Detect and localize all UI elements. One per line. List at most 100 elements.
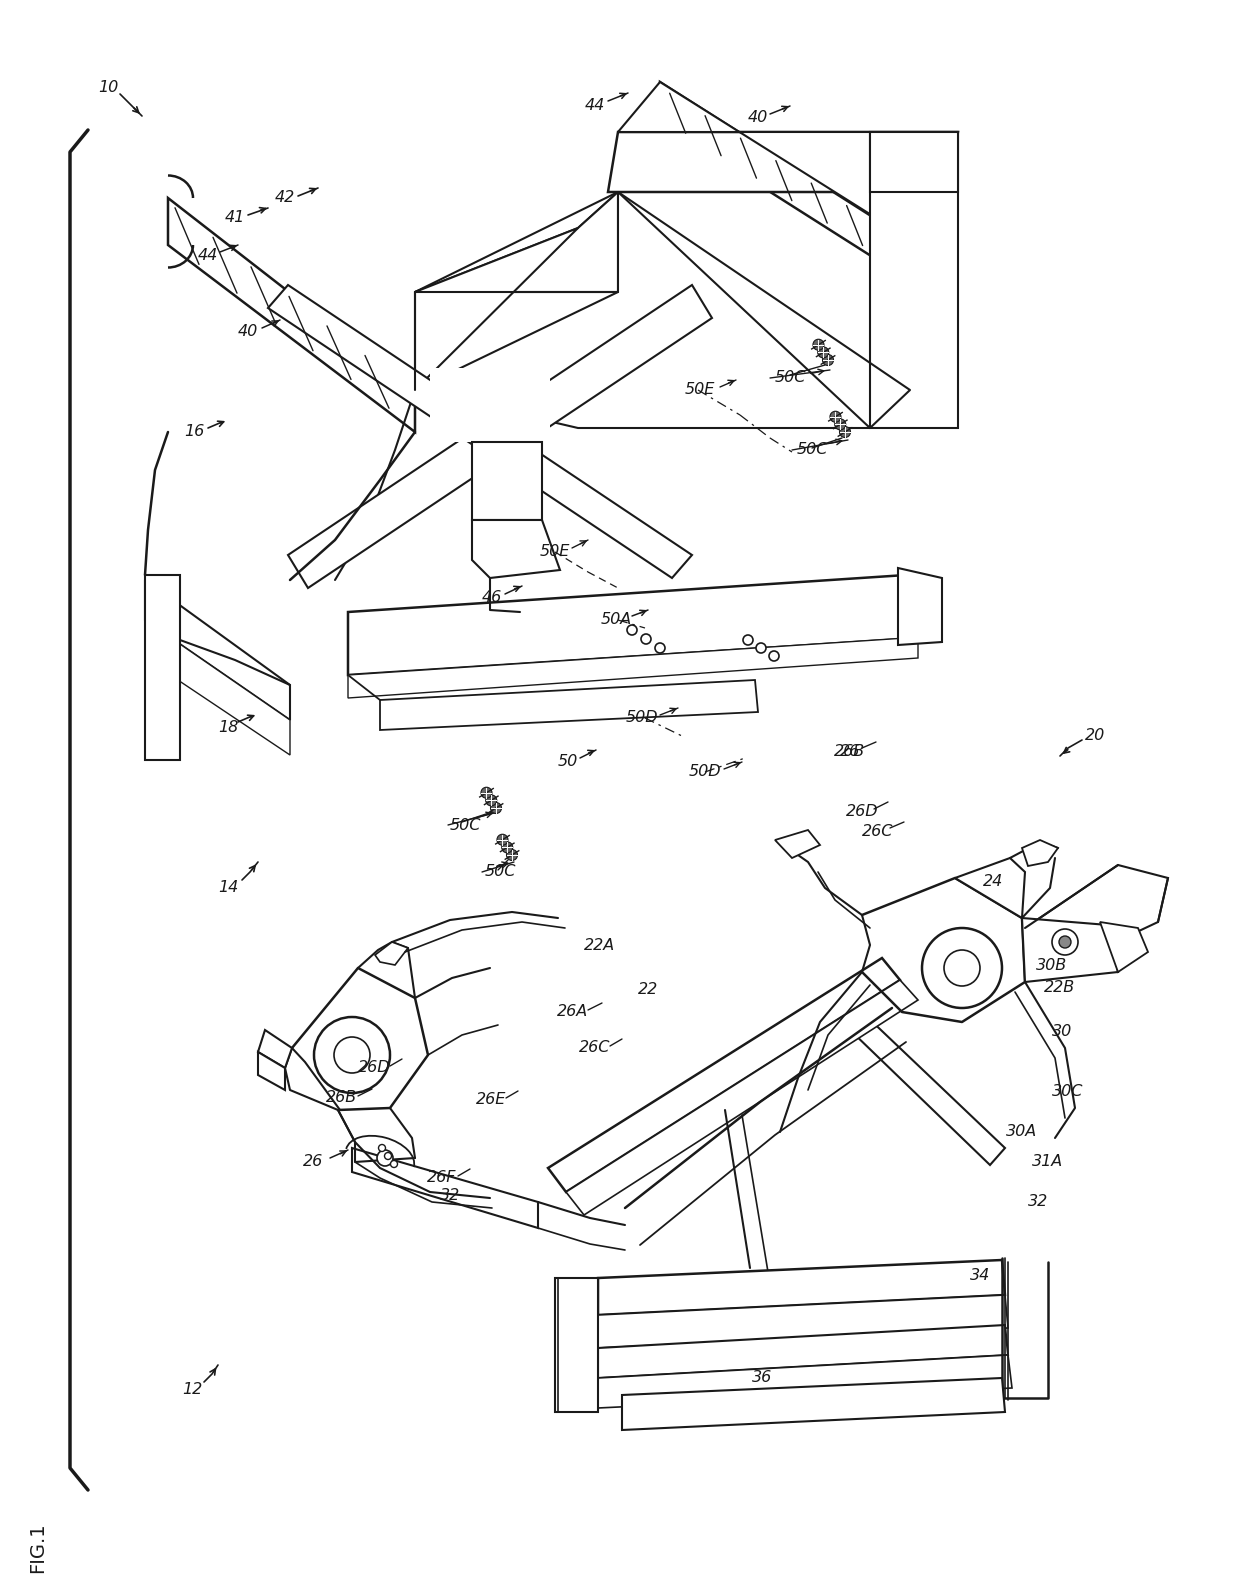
Text: 30A: 30A — [1007, 1124, 1038, 1139]
Text: 30C: 30C — [1053, 1085, 1084, 1099]
Text: 46: 46 — [482, 590, 502, 606]
Circle shape — [923, 928, 1002, 1008]
Circle shape — [655, 643, 665, 652]
Text: 18: 18 — [218, 721, 238, 735]
Circle shape — [756, 643, 766, 652]
Circle shape — [822, 354, 833, 365]
Polygon shape — [1022, 919, 1118, 983]
Polygon shape — [415, 191, 618, 292]
Text: 44: 44 — [585, 97, 605, 113]
Text: 50: 50 — [558, 754, 578, 769]
Text: 26: 26 — [839, 745, 861, 759]
Polygon shape — [608, 132, 959, 191]
Circle shape — [502, 842, 512, 853]
Polygon shape — [556, 1278, 598, 1412]
Polygon shape — [348, 638, 918, 699]
Text: 42: 42 — [275, 190, 295, 206]
Circle shape — [830, 412, 841, 423]
Text: 50E: 50E — [684, 383, 715, 397]
Text: 50C: 50C — [774, 370, 806, 386]
Text: 31A: 31A — [1033, 1155, 1064, 1169]
Circle shape — [497, 834, 508, 845]
Text: 30B: 30B — [1037, 957, 1068, 973]
Circle shape — [944, 951, 980, 986]
Text: 14: 14 — [218, 880, 238, 895]
Circle shape — [377, 1150, 393, 1166]
Text: 40: 40 — [748, 110, 768, 126]
Polygon shape — [955, 858, 1025, 919]
Text: 50C: 50C — [796, 442, 827, 458]
Text: 22: 22 — [637, 983, 658, 997]
Polygon shape — [415, 191, 870, 427]
Circle shape — [627, 625, 637, 635]
Polygon shape — [472, 520, 560, 577]
Circle shape — [384, 1153, 392, 1160]
Text: 44: 44 — [198, 247, 218, 263]
Text: 50D: 50D — [626, 710, 658, 726]
Circle shape — [1059, 936, 1071, 947]
Polygon shape — [618, 81, 959, 228]
Text: 26B: 26B — [326, 1091, 357, 1105]
Text: 26D: 26D — [846, 804, 878, 820]
Circle shape — [1052, 928, 1078, 955]
Polygon shape — [598, 1295, 1008, 1348]
Text: 26C: 26C — [862, 825, 894, 839]
Text: 30: 30 — [1052, 1024, 1073, 1040]
Polygon shape — [167, 198, 415, 432]
Polygon shape — [1022, 841, 1058, 866]
Text: 26F: 26F — [428, 1171, 456, 1185]
Polygon shape — [430, 368, 551, 442]
Polygon shape — [548, 959, 900, 1191]
Text: 36: 36 — [751, 1370, 773, 1386]
Polygon shape — [848, 1011, 1004, 1164]
Text: 40: 40 — [238, 324, 258, 340]
Polygon shape — [472, 442, 542, 520]
Polygon shape — [348, 576, 918, 675]
Polygon shape — [622, 1378, 1004, 1431]
Polygon shape — [145, 581, 290, 719]
Polygon shape — [145, 620, 290, 754]
Text: 34: 34 — [970, 1268, 990, 1282]
Text: 16: 16 — [184, 424, 205, 440]
Text: 12: 12 — [182, 1383, 202, 1397]
Polygon shape — [258, 1030, 291, 1069]
Polygon shape — [379, 679, 758, 731]
Text: 26: 26 — [303, 1155, 324, 1169]
Polygon shape — [145, 576, 180, 759]
Polygon shape — [374, 943, 408, 965]
Text: 26D: 26D — [357, 1061, 391, 1075]
Circle shape — [641, 633, 651, 644]
Circle shape — [813, 340, 823, 351]
Text: 50A: 50A — [600, 612, 631, 627]
Text: 10: 10 — [98, 80, 118, 96]
Polygon shape — [870, 132, 959, 427]
Text: 50D: 50D — [688, 764, 722, 780]
Polygon shape — [870, 132, 959, 191]
Circle shape — [491, 802, 501, 813]
Text: 22B: 22B — [1044, 981, 1075, 995]
Polygon shape — [660, 81, 890, 268]
Text: 22A: 22A — [584, 938, 615, 952]
Circle shape — [314, 1018, 391, 1093]
Polygon shape — [598, 1260, 1004, 1314]
Text: 26A: 26A — [557, 1005, 589, 1019]
Text: 32: 32 — [440, 1188, 460, 1203]
Polygon shape — [775, 829, 820, 858]
Circle shape — [506, 850, 517, 860]
Circle shape — [839, 426, 851, 437]
Polygon shape — [598, 1325, 1008, 1378]
Text: 20: 20 — [1085, 727, 1105, 743]
Circle shape — [481, 788, 492, 798]
Polygon shape — [1025, 864, 1168, 971]
Circle shape — [334, 1037, 370, 1073]
Circle shape — [743, 635, 753, 644]
Text: 50C: 50C — [449, 818, 481, 833]
Polygon shape — [898, 568, 942, 644]
Text: 50E: 50E — [539, 544, 570, 560]
Polygon shape — [1100, 922, 1148, 971]
Polygon shape — [258, 1053, 285, 1089]
Text: 26C: 26C — [579, 1040, 610, 1056]
Polygon shape — [565, 979, 918, 1215]
Text: 41: 41 — [224, 211, 246, 225]
Circle shape — [817, 346, 828, 357]
